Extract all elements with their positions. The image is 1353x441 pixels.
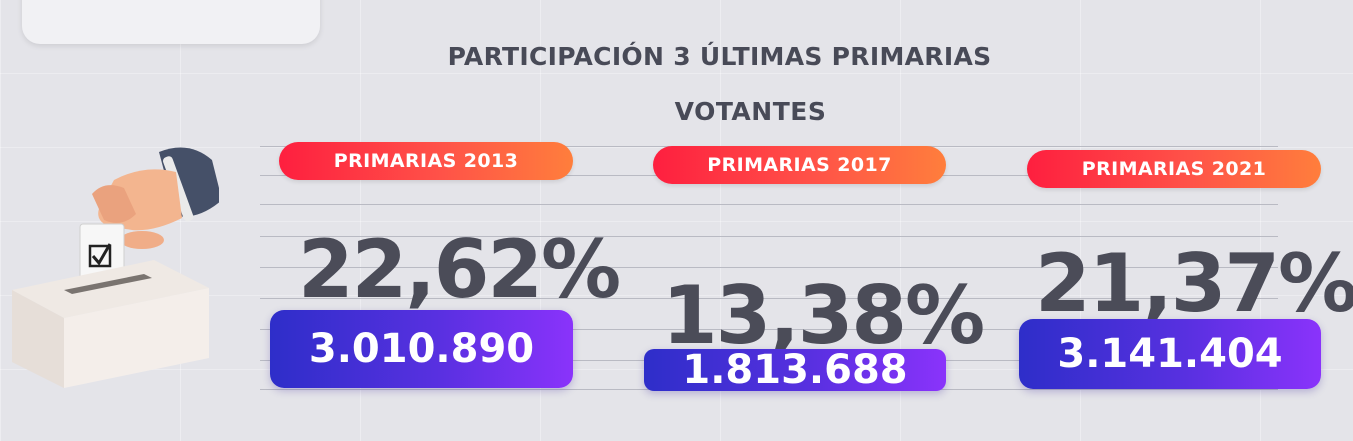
voters-2013: 3.010.890 <box>270 310 573 388</box>
chart-subtitle: VOTANTES <box>674 97 827 126</box>
category-pill-2021: PRIMARIAS 2021 <box>1027 150 1321 188</box>
percentage-2013: 22,62% <box>298 223 621 316</box>
voters-2017: 1.813.688 <box>644 347 946 393</box>
category-pill-2013: PRIMARIAS 2013 <box>279 142 573 180</box>
ballot-box-hand-icon <box>12 147 219 388</box>
percentage-2017: 13,38% <box>662 269 985 362</box>
category-pill-2017: PRIMARIAS 2017 <box>653 146 946 184</box>
percentage-2021: 21,37% <box>1035 237 1353 330</box>
corner-card <box>22 0 320 44</box>
chart-title: PARTICIPACIÓN 3 ÚLTIMAS PRIMARIAS <box>447 42 992 71</box>
voters-2021: 3.141.404 <box>1019 319 1321 389</box>
